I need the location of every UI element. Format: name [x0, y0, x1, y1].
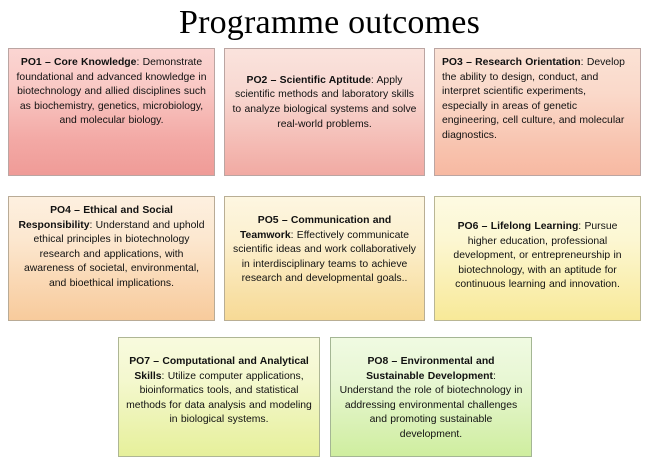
outcome-body-po1: : Demonstrate foundational and advanced … [16, 57, 207, 127]
outcome-text-po7: PO7 – Computational and Analytical Skill… [126, 343, 312, 428]
outcome-text-po5: PO5 – Communication and Teamwork: Effect… [232, 202, 417, 287]
outcome-card-po7: PO7 – Computational and Analytical Skill… [118, 337, 320, 457]
outcome-text-po3: PO3 – Research Orientation: Develop the … [442, 54, 633, 144]
outcome-body-po6: : Pursue higher education, professional … [453, 221, 622, 291]
outcome-heading-po6: PO6 – Lifelong Learning [457, 221, 579, 232]
outcome-heading-po1: PO1 – Core Knowledge [20, 57, 137, 68]
outcome-heading-po3: PO3 – Research Orientation [442, 57, 581, 68]
outcome-heading-po5: PO5 – Communication and Teamwork [239, 215, 392, 241]
outcome-heading-po8: PO8 – Environmental and Sustainable Deve… [366, 356, 495, 382]
outcome-text-po1: PO1 – Core Knowledge: Demonstrate founda… [16, 54, 207, 129]
outcome-body-po7: : Utilize computer applications, bioinfo… [126, 370, 312, 426]
outcome-card-po5: PO5 – Communication and Teamwork: Effect… [224, 196, 425, 321]
outcome-text-po8: PO8 – Environmental and Sustainable Deve… [338, 343, 524, 443]
page-title: Programme outcomes [178, 4, 481, 41]
outcome-body-po5: : Effectively communicate scientific ide… [233, 229, 416, 285]
outcome-heading-po4: PO4 – Ethical and Social Responsibility [18, 205, 173, 231]
outcome-card-po8: PO8 – Environmental and Sustainable Deve… [330, 337, 532, 457]
outcome-body-po2: : Apply scientific methods and laborator… [232, 74, 417, 130]
outcome-body-po4: : Understand and uphold ethical principl… [23, 219, 205, 289]
outcome-body-po3: : Develop the ability to design, conduct… [442, 57, 625, 141]
outcome-card-po2: PO2 – Scientific Aptitude: Apply scienti… [224, 48, 425, 176]
outcome-heading-po7: PO7 – Computational and Analytical Skill… [129, 356, 309, 382]
outcome-text-po2: PO2 – Scientific Aptitude: Apply scienti… [232, 74, 417, 150]
outcome-card-po6: PO6 – Lifelong Learning: Pursue higher e… [434, 196, 641, 321]
outcome-text-po6: PO6 – Lifelong Learning: Pursue higher e… [442, 202, 633, 293]
outcome-card-po1: PO1 – Core Knowledge: Demonstrate founda… [8, 48, 215, 176]
outcome-card-po4: PO4 – Ethical and Social Responsibility:… [8, 196, 215, 321]
outcome-body-po8: : Understand the role of biotechnology i… [339, 370, 523, 440]
outcome-card-po3: PO3 – Research Orientation: Develop the … [434, 48, 641, 176]
outcome-heading-po2: PO2 – Scientific Aptitude [246, 74, 371, 86]
outcome-text-po4: PO4 – Ethical and Social Responsibility:… [16, 202, 207, 292]
